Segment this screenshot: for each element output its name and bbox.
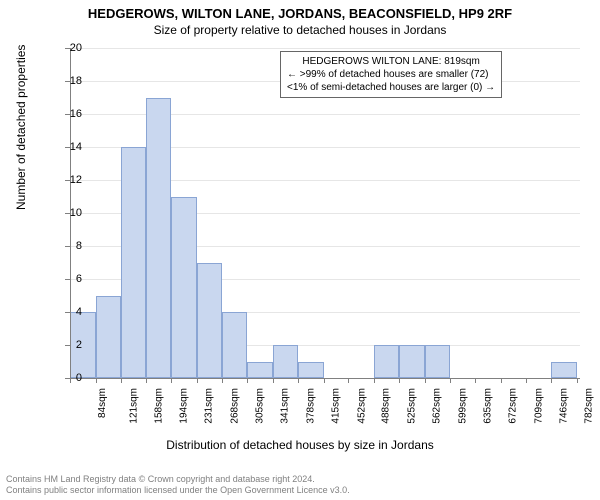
x-tick-label: 746sqm <box>559 388 570 424</box>
histogram-bar <box>171 197 197 379</box>
x-axis-title: Distribution of detached houses by size … <box>0 438 600 452</box>
legend-line-larger: <1% of semi-detached houses are larger (… <box>287 81 495 94</box>
chart-title-main: HEDGEROWS, WILTON LANE, JORDANS, BEACONS… <box>0 0 600 21</box>
x-tick-mark <box>577 378 578 383</box>
histogram-bar <box>222 312 247 378</box>
y-tick-label: 18 <box>52 75 82 87</box>
y-tick-label: 2 <box>52 339 82 351</box>
y-tick-label: 8 <box>52 240 82 252</box>
x-tick-label: 121sqm <box>128 388 139 424</box>
x-tick-label: 452sqm <box>356 388 367 424</box>
x-tick-mark <box>324 378 325 383</box>
x-tick-label: 378sqm <box>305 388 316 424</box>
x-tick-mark <box>374 378 375 383</box>
footer-line2: Contains public sector information licen… <box>6 485 350 496</box>
histogram-bar <box>298 362 324 379</box>
x-tick-mark <box>247 378 248 383</box>
y-tick-label: 16 <box>52 108 82 120</box>
x-tick-label: 599sqm <box>458 388 469 424</box>
y-tick-label: 14 <box>52 141 82 153</box>
histogram-bar <box>96 296 122 379</box>
x-tick-label: 635sqm <box>482 388 493 424</box>
x-tick-label: 194sqm <box>178 388 189 424</box>
x-tick-mark <box>96 378 97 383</box>
y-tick-label: 4 <box>52 306 82 318</box>
x-tick-mark <box>348 378 349 383</box>
legend-line-smaller: ← >99% of detached houses are smaller (7… <box>287 68 495 81</box>
y-axis-title: Number of detached properties <box>14 45 28 210</box>
x-tick-label: 268sqm <box>229 388 240 424</box>
x-tick-mark <box>551 378 552 383</box>
x-tick-mark <box>450 378 451 383</box>
y-tick-label: 12 <box>52 174 82 186</box>
histogram-bar <box>273 345 299 378</box>
x-tick-mark <box>399 378 400 383</box>
y-tick-label: 6 <box>52 273 82 285</box>
x-tick-label: 525sqm <box>407 388 418 424</box>
x-tick-mark <box>222 378 223 383</box>
footer-line1: Contains HM Land Registry data © Crown c… <box>6 474 350 485</box>
y-tick-label: 20 <box>52 42 82 54</box>
x-tick-mark <box>425 378 426 383</box>
x-tick-label: 488sqm <box>381 388 392 424</box>
histogram-bar <box>425 345 450 378</box>
x-tick-mark <box>146 378 147 383</box>
y-tick-label: 10 <box>52 207 82 219</box>
chart-title-sub: Size of property relative to detached ho… <box>0 21 600 37</box>
gridline <box>70 48 580 49</box>
legend-box: HEDGEROWS WILTON LANE: 819sqm ← >99% of … <box>280 51 502 98</box>
legend-title: HEDGEROWS WILTON LANE: 819sqm <box>287 55 495 68</box>
x-tick-mark <box>171 378 172 383</box>
x-tick-label: 782sqm <box>584 388 595 424</box>
x-tick-label: 415sqm <box>331 388 342 424</box>
x-tick-label: 84sqm <box>97 388 108 418</box>
x-tick-mark <box>197 378 198 383</box>
y-tick-label: 0 <box>52 372 82 384</box>
histogram-bar <box>197 263 223 379</box>
histogram-bar <box>121 147 146 378</box>
x-tick-label: 158sqm <box>154 388 165 424</box>
footer-attribution: Contains HM Land Registry data © Crown c… <box>6 474 350 496</box>
histogram-bar <box>399 345 425 378</box>
histogram-bar <box>146 98 172 379</box>
x-tick-mark <box>121 378 122 383</box>
x-tick-label: 672sqm <box>508 388 519 424</box>
x-tick-label: 231sqm <box>204 388 215 424</box>
x-tick-label: 305sqm <box>255 388 266 424</box>
x-tick-label: 562sqm <box>432 388 443 424</box>
x-tick-mark <box>70 378 71 383</box>
histogram-bar <box>374 345 400 378</box>
histogram-bar <box>551 362 577 379</box>
x-tick-label: 709sqm <box>533 388 544 424</box>
histogram-bar <box>247 362 273 379</box>
x-tick-mark <box>501 378 502 383</box>
x-tick-mark <box>526 378 527 383</box>
x-tick-mark <box>475 378 476 383</box>
x-tick-mark <box>273 378 274 383</box>
x-tick-mark <box>298 378 299 383</box>
x-tick-label: 341sqm <box>280 388 291 424</box>
